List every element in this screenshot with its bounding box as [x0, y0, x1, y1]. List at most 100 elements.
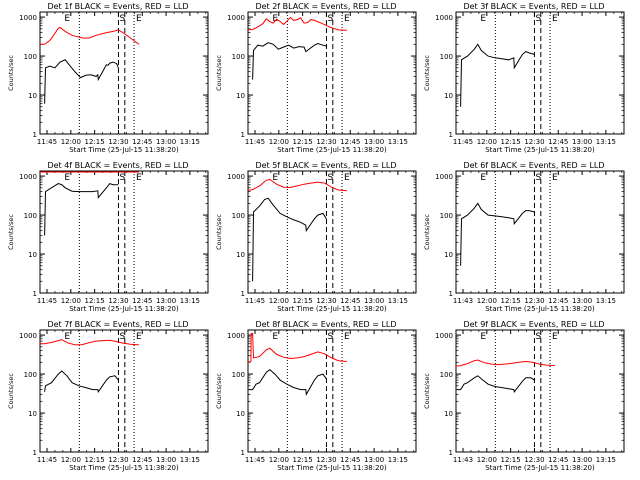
marker-label-E: E — [136, 14, 142, 24]
x-axis-label: Start Time (25-Jul-15 11:38:20) — [277, 146, 387, 154]
x-tick-label: 13:00 — [156, 138, 176, 146]
panel-title: Det 2f BLACK = Events, RED = LLD — [255, 2, 396, 11]
panel-title: Det 8f BLACK = Events, RED = LLD — [255, 320, 396, 329]
x-tick-label: 12:00 — [477, 138, 497, 146]
x-tick-label: 11:43 — [453, 297, 473, 305]
x-tick-label: 12:30 — [524, 456, 544, 464]
x-tick-label: 13:15 — [596, 297, 616, 305]
x-tick-label: 12:45 — [132, 297, 152, 305]
y-axis-label: Counts/sec — [7, 373, 15, 409]
y-tick-label: 1 — [241, 131, 245, 139]
panel-det-6: Det 6f BLACK = Events, RED = LLD 1 10 100 10… — [423, 161, 625, 313]
x-tick-label: 12:30 — [316, 138, 336, 146]
x-tick-label: 13:15 — [180, 456, 200, 464]
x-axis-label: Start Time (25-Jul-15 11:38:20) — [485, 305, 595, 313]
y-axis-label: Counts/sec — [215, 214, 223, 250]
x-tick-label: 13:00 — [572, 297, 592, 305]
marker-label-E: E — [480, 332, 486, 342]
y-axis-label: Counts/sec — [423, 373, 431, 409]
panel-title: Det 1f BLACK = Events, RED = LLD — [47, 2, 188, 11]
y-tick-label: 10 — [28, 410, 37, 418]
marker-label-E: E — [272, 173, 278, 183]
x-tick-label: 11:45 — [453, 138, 473, 146]
x-tick-label: 12:45 — [548, 297, 568, 305]
y-tick-label: 1 — [449, 449, 453, 457]
x-tick-label: 13:15 — [388, 297, 408, 305]
y-tick-label: 1 — [241, 449, 245, 457]
lld-series-line — [40, 339, 139, 346]
x-tick-label: 12:00 — [61, 138, 81, 146]
marker-label-S: S — [327, 173, 333, 183]
x-axis-label: Start Time (25-Jul-15 11:38:20) — [277, 305, 387, 313]
panel-det-7: Det 7f BLACK = Events, RED = LLD 1 10 100 10… — [7, 320, 209, 472]
y-axis-label: Counts/sec — [215, 55, 223, 91]
y-tick-label: 10 — [444, 410, 453, 418]
marker-label-S: S — [119, 332, 125, 342]
x-axis-label: Start Time (25-Jul-15 11:38:20) — [277, 464, 387, 472]
panel-title: Det 9f BLACK = Events, RED = LLD — [463, 320, 604, 329]
x-axis-label: Start Time (25-Jul-15 11:38:20) — [69, 464, 179, 472]
y-axis-label: Counts/sec — [215, 373, 223, 409]
y-tick-label: 100 — [232, 53, 245, 61]
panel-det-9: Det 9f BLACK = Events, RED = LLD 1 10 100 10… — [423, 320, 625, 472]
x-tick-label: 11:45 — [37, 456, 57, 464]
x-tick-label: 13:00 — [364, 297, 384, 305]
events-series-line — [44, 370, 119, 394]
x-tick-label: 12:30 — [108, 456, 128, 464]
panel-det-2: Det 2f BLACK = Events, RED = LLD 1 10 100 10… — [215, 2, 417, 154]
y-tick-label: 1000 — [227, 14, 245, 22]
y-tick-label: 10 — [28, 251, 37, 259]
y-tick-label: 10 — [28, 92, 37, 100]
x-tick-label: 12:30 — [524, 138, 544, 146]
y-tick-label: 1000 — [435, 14, 453, 22]
y-tick-label: 100 — [24, 212, 37, 220]
x-tick-label: 12:15 — [85, 456, 105, 464]
plot-frame — [39, 11, 209, 135]
events-series-line — [460, 202, 535, 266]
x-tick-label: 12:30 — [316, 456, 336, 464]
y-axis-label: Counts/sec — [423, 214, 431, 250]
x-tick-label: 11:45 — [37, 297, 57, 305]
panel-det-5: Det 5f BLACK = Events, RED = LLD 1 10 100 10… — [215, 161, 417, 313]
events-series-line — [460, 43, 535, 107]
x-tick-label: 11:45 — [37, 138, 57, 146]
x-tick-label: 12:30 — [108, 138, 128, 146]
y-tick-label: 100 — [440, 212, 453, 220]
marker-label-S: S — [327, 332, 333, 342]
x-tick-label: 12:45 — [340, 297, 360, 305]
y-tick-label: 1 — [33, 131, 37, 139]
x-tick-label: 13:00 — [364, 138, 384, 146]
events-series-line — [44, 59, 119, 104]
x-tick-label: 13:15 — [180, 297, 200, 305]
x-tick-label: 12:45 — [132, 138, 152, 146]
lld-series-line — [455, 359, 555, 367]
y-tick-label: 1000 — [227, 173, 245, 181]
lld-series-line — [40, 26, 140, 45]
x-tick-label: 12:00 — [61, 297, 81, 305]
y-tick-label: 10 — [236, 92, 245, 100]
y-tick-label: 1000 — [435, 332, 453, 340]
plot-frame — [39, 170, 209, 294]
y-tick-label: 1 — [449, 290, 453, 298]
y-tick-label: 100 — [24, 371, 37, 379]
marker-label-E: E — [480, 173, 486, 183]
y-tick-label: 1000 — [19, 14, 37, 22]
plot-frame — [247, 329, 417, 453]
marker-label-E: E — [272, 14, 278, 24]
y-tick-label: 1 — [241, 290, 245, 298]
panel-det-8: Det 8f BLACK = Events, RED = LLD 1 10 100 10… — [215, 320, 417, 472]
x-tick-label: 12:15 — [293, 138, 313, 146]
x-tick-label: 12:30 — [524, 297, 544, 305]
x-tick-label: 12:15 — [293, 297, 313, 305]
x-tick-label: 13:00 — [156, 297, 176, 305]
x-tick-label: 13:00 — [364, 456, 384, 464]
marker-label-E: E — [136, 173, 142, 183]
marker-label-S: S — [119, 14, 125, 24]
x-axis-label: Start Time (25-Jul-15 11:38:20) — [485, 464, 595, 472]
panel-det-4: Det 4f BLACK = Events, RED = LLD 1 10 100 10… — [7, 161, 209, 313]
x-tick-label: 12:15 — [501, 297, 521, 305]
marker-label-E: E — [272, 332, 278, 342]
events-series-line — [44, 183, 119, 236]
marker-label-E: E — [552, 173, 558, 183]
